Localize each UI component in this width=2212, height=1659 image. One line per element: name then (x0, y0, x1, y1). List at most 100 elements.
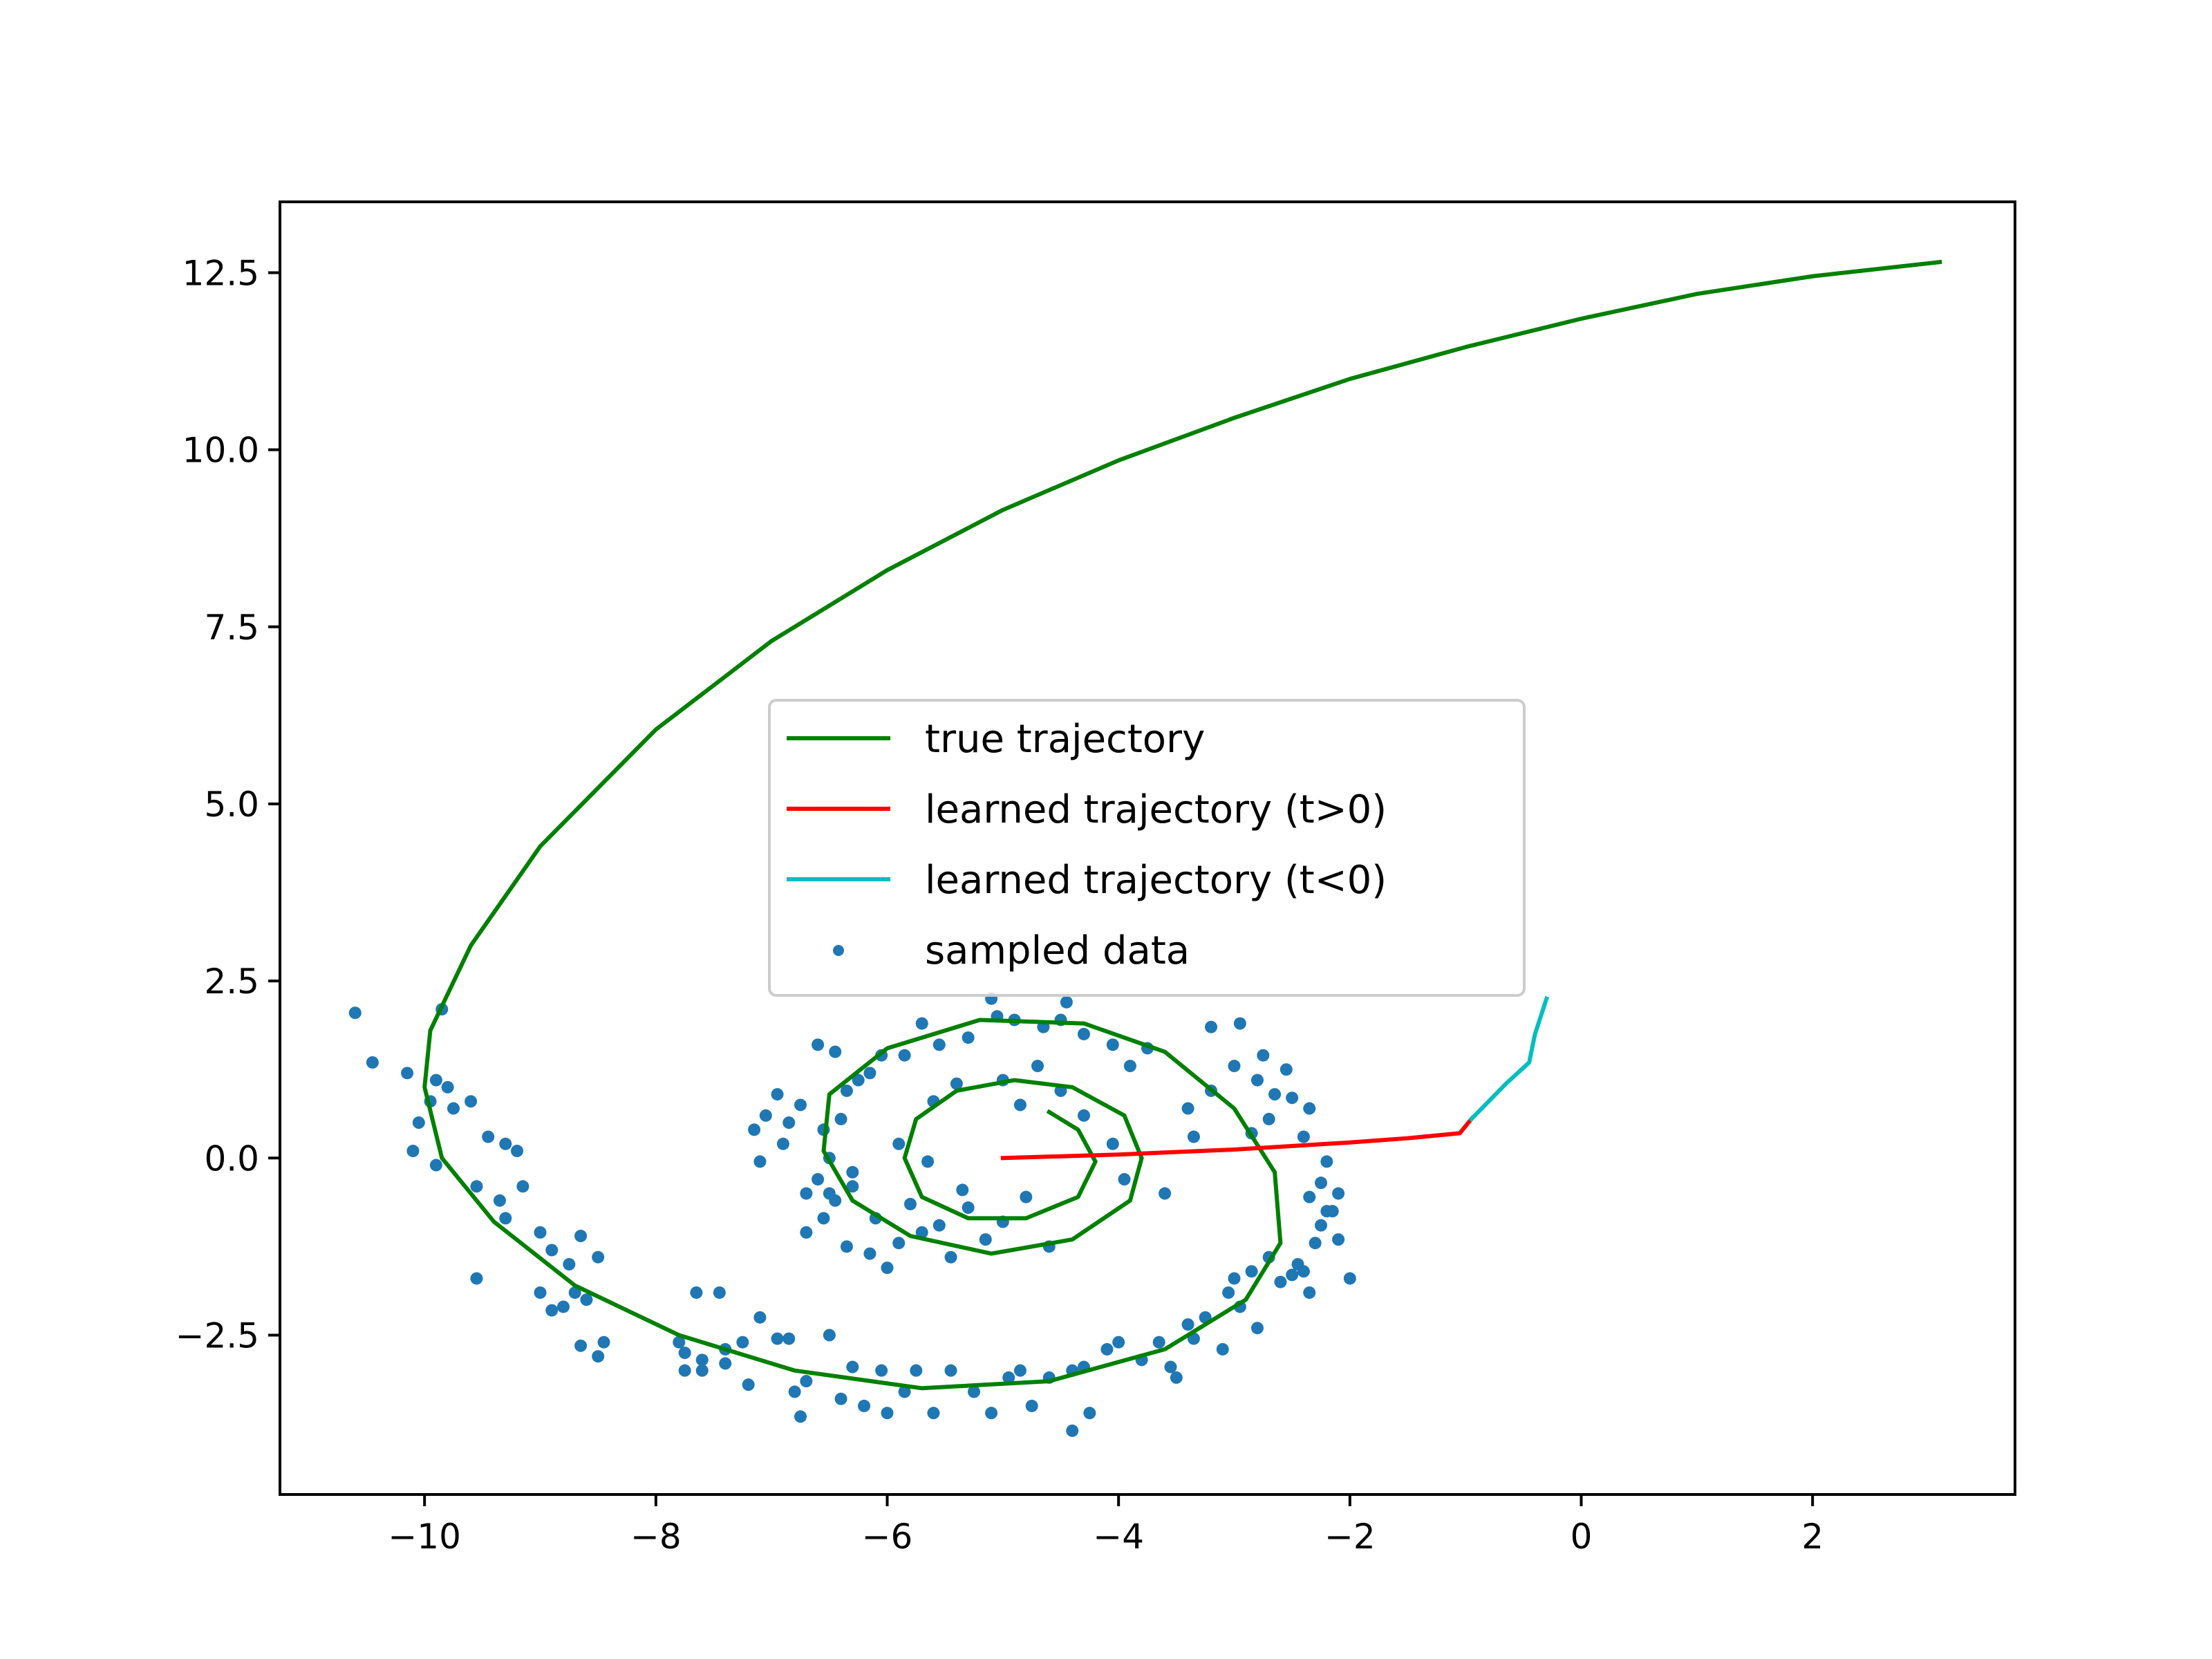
scatter-point (1228, 1272, 1241, 1285)
x-tick-label: −4 (1093, 1517, 1144, 1557)
scatter-point (829, 1045, 842, 1058)
scatter-point (534, 1226, 547, 1239)
scatter-point (673, 1335, 686, 1349)
scatter-point (759, 1109, 772, 1122)
scatter-point (1233, 1017, 1246, 1030)
scatter-point (794, 1410, 807, 1423)
scatter-point (771, 1088, 784, 1101)
scatter-point (1280, 1063, 1293, 1076)
scatter-point (1297, 1265, 1310, 1278)
y-tick-label: 0.0 (204, 1138, 259, 1179)
scatter-point (932, 1219, 946, 1232)
scatter-point (932, 1038, 946, 1051)
scatter-point (1286, 1268, 1299, 1282)
scatter-point (788, 1385, 801, 1398)
y-tick-label: 12.5 (182, 253, 259, 293)
scatter-point (1286, 1091, 1299, 1105)
scatter-point (695, 1364, 709, 1377)
scatter-point (1106, 1137, 1119, 1150)
y-tick-label: 5.0 (204, 785, 259, 825)
scatter-point (556, 1300, 570, 1313)
scatter-point (447, 1102, 460, 1115)
scatter-point (863, 1247, 877, 1260)
scatter-point (875, 1364, 888, 1377)
x-tick-label: 2 (1801, 1517, 1824, 1557)
scatter-point (823, 1187, 836, 1200)
scatter-point (771, 1332, 784, 1345)
scatter-point (1216, 1342, 1229, 1356)
scatter-point (898, 1049, 911, 1062)
y-tick-label: 10.0 (182, 431, 259, 471)
scatter-point (1187, 1130, 1200, 1143)
scatter-point (678, 1347, 691, 1360)
legend-label-true-trajectory: true trajectory (925, 717, 1205, 762)
scatter-point (846, 1165, 859, 1179)
scatter-point (944, 1364, 957, 1377)
scatter-point (892, 1237, 906, 1250)
scatter-point (545, 1244, 559, 1257)
scatter-point (1228, 1060, 1241, 1073)
scatter-point (1222, 1286, 1235, 1299)
scatter-point (592, 1350, 605, 1363)
x-tick-label: −2 (1324, 1517, 1376, 1557)
scatter-point (892, 1137, 906, 1150)
scatter-point (441, 1080, 454, 1094)
scatter-point (1025, 1399, 1038, 1412)
scatter-point (898, 1385, 911, 1398)
scatter-point (1123, 1060, 1136, 1073)
scatter-point (499, 1137, 512, 1150)
scatter-point (713, 1286, 726, 1299)
scatter-point (1245, 1265, 1258, 1278)
scatter-point (800, 1187, 813, 1200)
scatter-point (812, 1173, 825, 1186)
scatter-point (956, 1183, 969, 1197)
scatter-point (1332, 1187, 1345, 1200)
scatter-point (753, 1155, 767, 1168)
scatter-point (979, 1233, 992, 1246)
scatter-point (429, 1074, 442, 1087)
series-line-1 (1000, 1116, 1474, 1161)
scatter-point (401, 1067, 414, 1080)
scatter-point (534, 1286, 547, 1299)
scatter-point (1100, 1342, 1114, 1356)
scatter-point (470, 1180, 483, 1193)
scatter-point (1326, 1205, 1339, 1218)
scatter-point (834, 1392, 847, 1405)
y-axis: −2.5 0.0 2.5 5.0 7.5 10.0 12.5 (176, 253, 280, 1356)
scatter-point (1013, 1098, 1027, 1112)
scatter-point (812, 1038, 825, 1051)
scatter-point (1274, 1275, 1287, 1288)
scatter-point (592, 1250, 605, 1264)
scatter-point (511, 1145, 524, 1158)
scatter-point (1257, 1049, 1270, 1062)
scatter-point (834, 1112, 847, 1125)
scatter-point (1118, 1173, 1131, 1186)
scatter-point (800, 1375, 813, 1388)
scatter-point (1250, 1322, 1264, 1335)
scatter-point (1112, 1335, 1125, 1349)
scatter-point (962, 1201, 975, 1215)
scatter-point (1066, 1424, 1079, 1437)
x-tick-label: −8 (630, 1517, 682, 1557)
scatter-point (580, 1293, 593, 1306)
scatter-point (794, 1098, 807, 1112)
scatter-point (800, 1226, 813, 1239)
scatter-point (1083, 1407, 1096, 1420)
scatter-point (516, 1180, 529, 1193)
scatter-point (1250, 1074, 1264, 1087)
scatter-point (574, 1230, 588, 1242)
x-tick-label: −10 (388, 1517, 461, 1557)
scatter-point (985, 1407, 998, 1420)
legend-label-sampled-data: sampled data (925, 928, 1190, 973)
scatter-point (950, 1077, 963, 1090)
scatter-point (1315, 1177, 1327, 1190)
scatter-point (1297, 1130, 1310, 1143)
legend-frame (768, 699, 1526, 997)
scatter-point (1181, 1318, 1194, 1331)
scatter-point (1152, 1335, 1165, 1349)
legend-label-learned-positive: learned trajectory (t>0) (925, 787, 1387, 832)
scatter-point (1303, 1102, 1316, 1115)
scatter-point (719, 1357, 732, 1370)
scatter-point (863, 1067, 877, 1080)
